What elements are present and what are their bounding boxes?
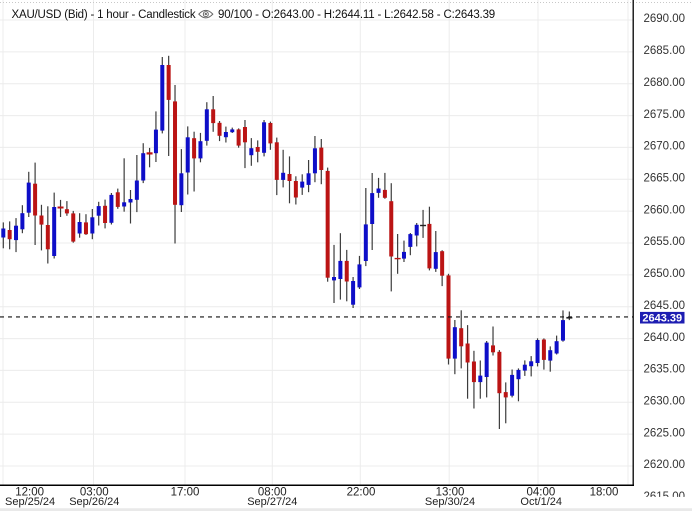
svg-text:2670.00: 2670.00 (644, 141, 686, 153)
svg-text:2650.00: 2650.00 (644, 268, 686, 280)
svg-text:2645.00: 2645.00 (644, 300, 686, 312)
svg-text:2640.00: 2640.00 (644, 332, 686, 344)
svg-text:2643.39: 2643.39 (642, 313, 682, 325)
svg-text:2660.00: 2660.00 (644, 204, 686, 216)
svg-text:2655.00: 2655.00 (644, 236, 686, 248)
svg-text:03:00: 03:00 (80, 487, 109, 499)
svg-text:08:00: 08:00 (258, 487, 287, 499)
svg-text:90/100 - O:2643.00 - H:2644.11: 90/100 - O:2643.00 - H:2644.11 - L:2642.… (218, 9, 495, 21)
svg-text:Oct/1/24: Oct/1/24 (520, 496, 562, 508)
svg-text:12:00: 12:00 (15, 487, 44, 499)
svg-text:17:00: 17:00 (171, 487, 200, 499)
svg-text:13:00: 13:00 (436, 487, 465, 499)
svg-text:Sep/26/24: Sep/26/24 (69, 496, 119, 508)
svg-text:2630.00: 2630.00 (644, 396, 686, 408)
svg-text:2635.00: 2635.00 (644, 364, 686, 376)
svg-text:2685.00: 2685.00 (644, 45, 686, 57)
svg-text:Sep/27/24: Sep/27/24 (247, 496, 297, 508)
svg-text:Sep/25/24: Sep/25/24 (5, 496, 55, 508)
svg-text:04:00: 04:00 (527, 487, 556, 499)
svg-text:2680.00: 2680.00 (644, 77, 686, 89)
svg-text:XAU/USD (Bid) - 1 hour - Candl: XAU/USD (Bid) - 1 hour - Candlestick (12, 9, 196, 21)
svg-text:18:00: 18:00 (590, 487, 619, 499)
svg-text:Sep/30/24: Sep/30/24 (425, 496, 475, 508)
svg-text:2620.00: 2620.00 (644, 459, 686, 471)
svg-text:2665.00: 2665.00 (644, 173, 686, 185)
svg-text:22:00: 22:00 (347, 487, 376, 499)
svg-text:2625.00: 2625.00 (644, 427, 686, 439)
svg-text:2690.00: 2690.00 (644, 13, 686, 25)
svg-text:2675.00: 2675.00 (644, 109, 686, 121)
